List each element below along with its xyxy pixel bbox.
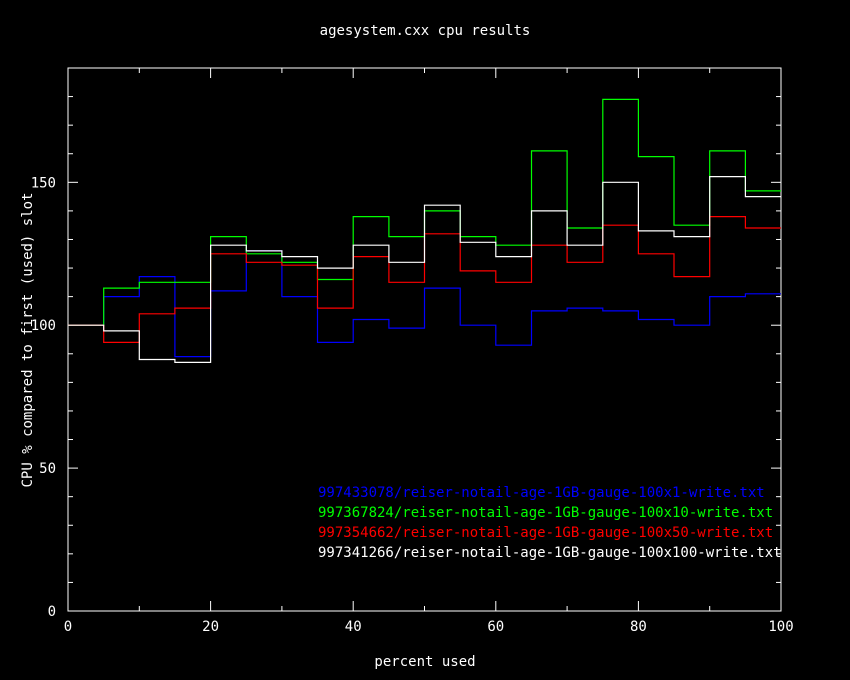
x-tick-label: 80 — [630, 619, 647, 635]
y-tick-label: 50 — [39, 461, 56, 477]
y-tick-label: 100 — [31, 318, 56, 334]
x-tick-label: 40 — [345, 619, 362, 635]
x-axis-label: percent used — [374, 654, 475, 670]
legend-entry: 997367824/reiser-notail-age-1GB-gauge-10… — [318, 505, 773, 521]
axis-tick-labels: 0 20 40 60 80 100 0 50 100 150 — [31, 175, 794, 635]
legend-entry: 997433078/reiser-notail-age-1GB-gauge-10… — [318, 485, 765, 501]
y-tick-label: 0 — [48, 604, 56, 620]
x-tick-label: 60 — [487, 619, 504, 635]
axis-ticks — [67, 67, 782, 612]
chart-title: agesystem.cxx cpu results — [320, 23, 531, 39]
legend: 997433078/reiser-notail-age-1GB-gauge-10… — [318, 485, 782, 561]
series-line — [68, 250, 781, 358]
x-tick-label: 20 — [202, 619, 219, 635]
x-tick-label: 0 — [64, 619, 72, 635]
series-lines — [68, 98, 781, 363]
series-line — [68, 176, 781, 363]
x-tick-label: 100 — [768, 619, 793, 635]
y-tick-label: 150 — [31, 175, 56, 191]
y-axis-label: CPU % compared to first (used) slot — [20, 192, 36, 487]
legend-entry: 997354662/reiser-notail-age-1GB-gauge-10… — [318, 525, 773, 541]
legend-entry: 997341266/reiser-notail-age-1GB-gauge-10… — [318, 545, 782, 561]
